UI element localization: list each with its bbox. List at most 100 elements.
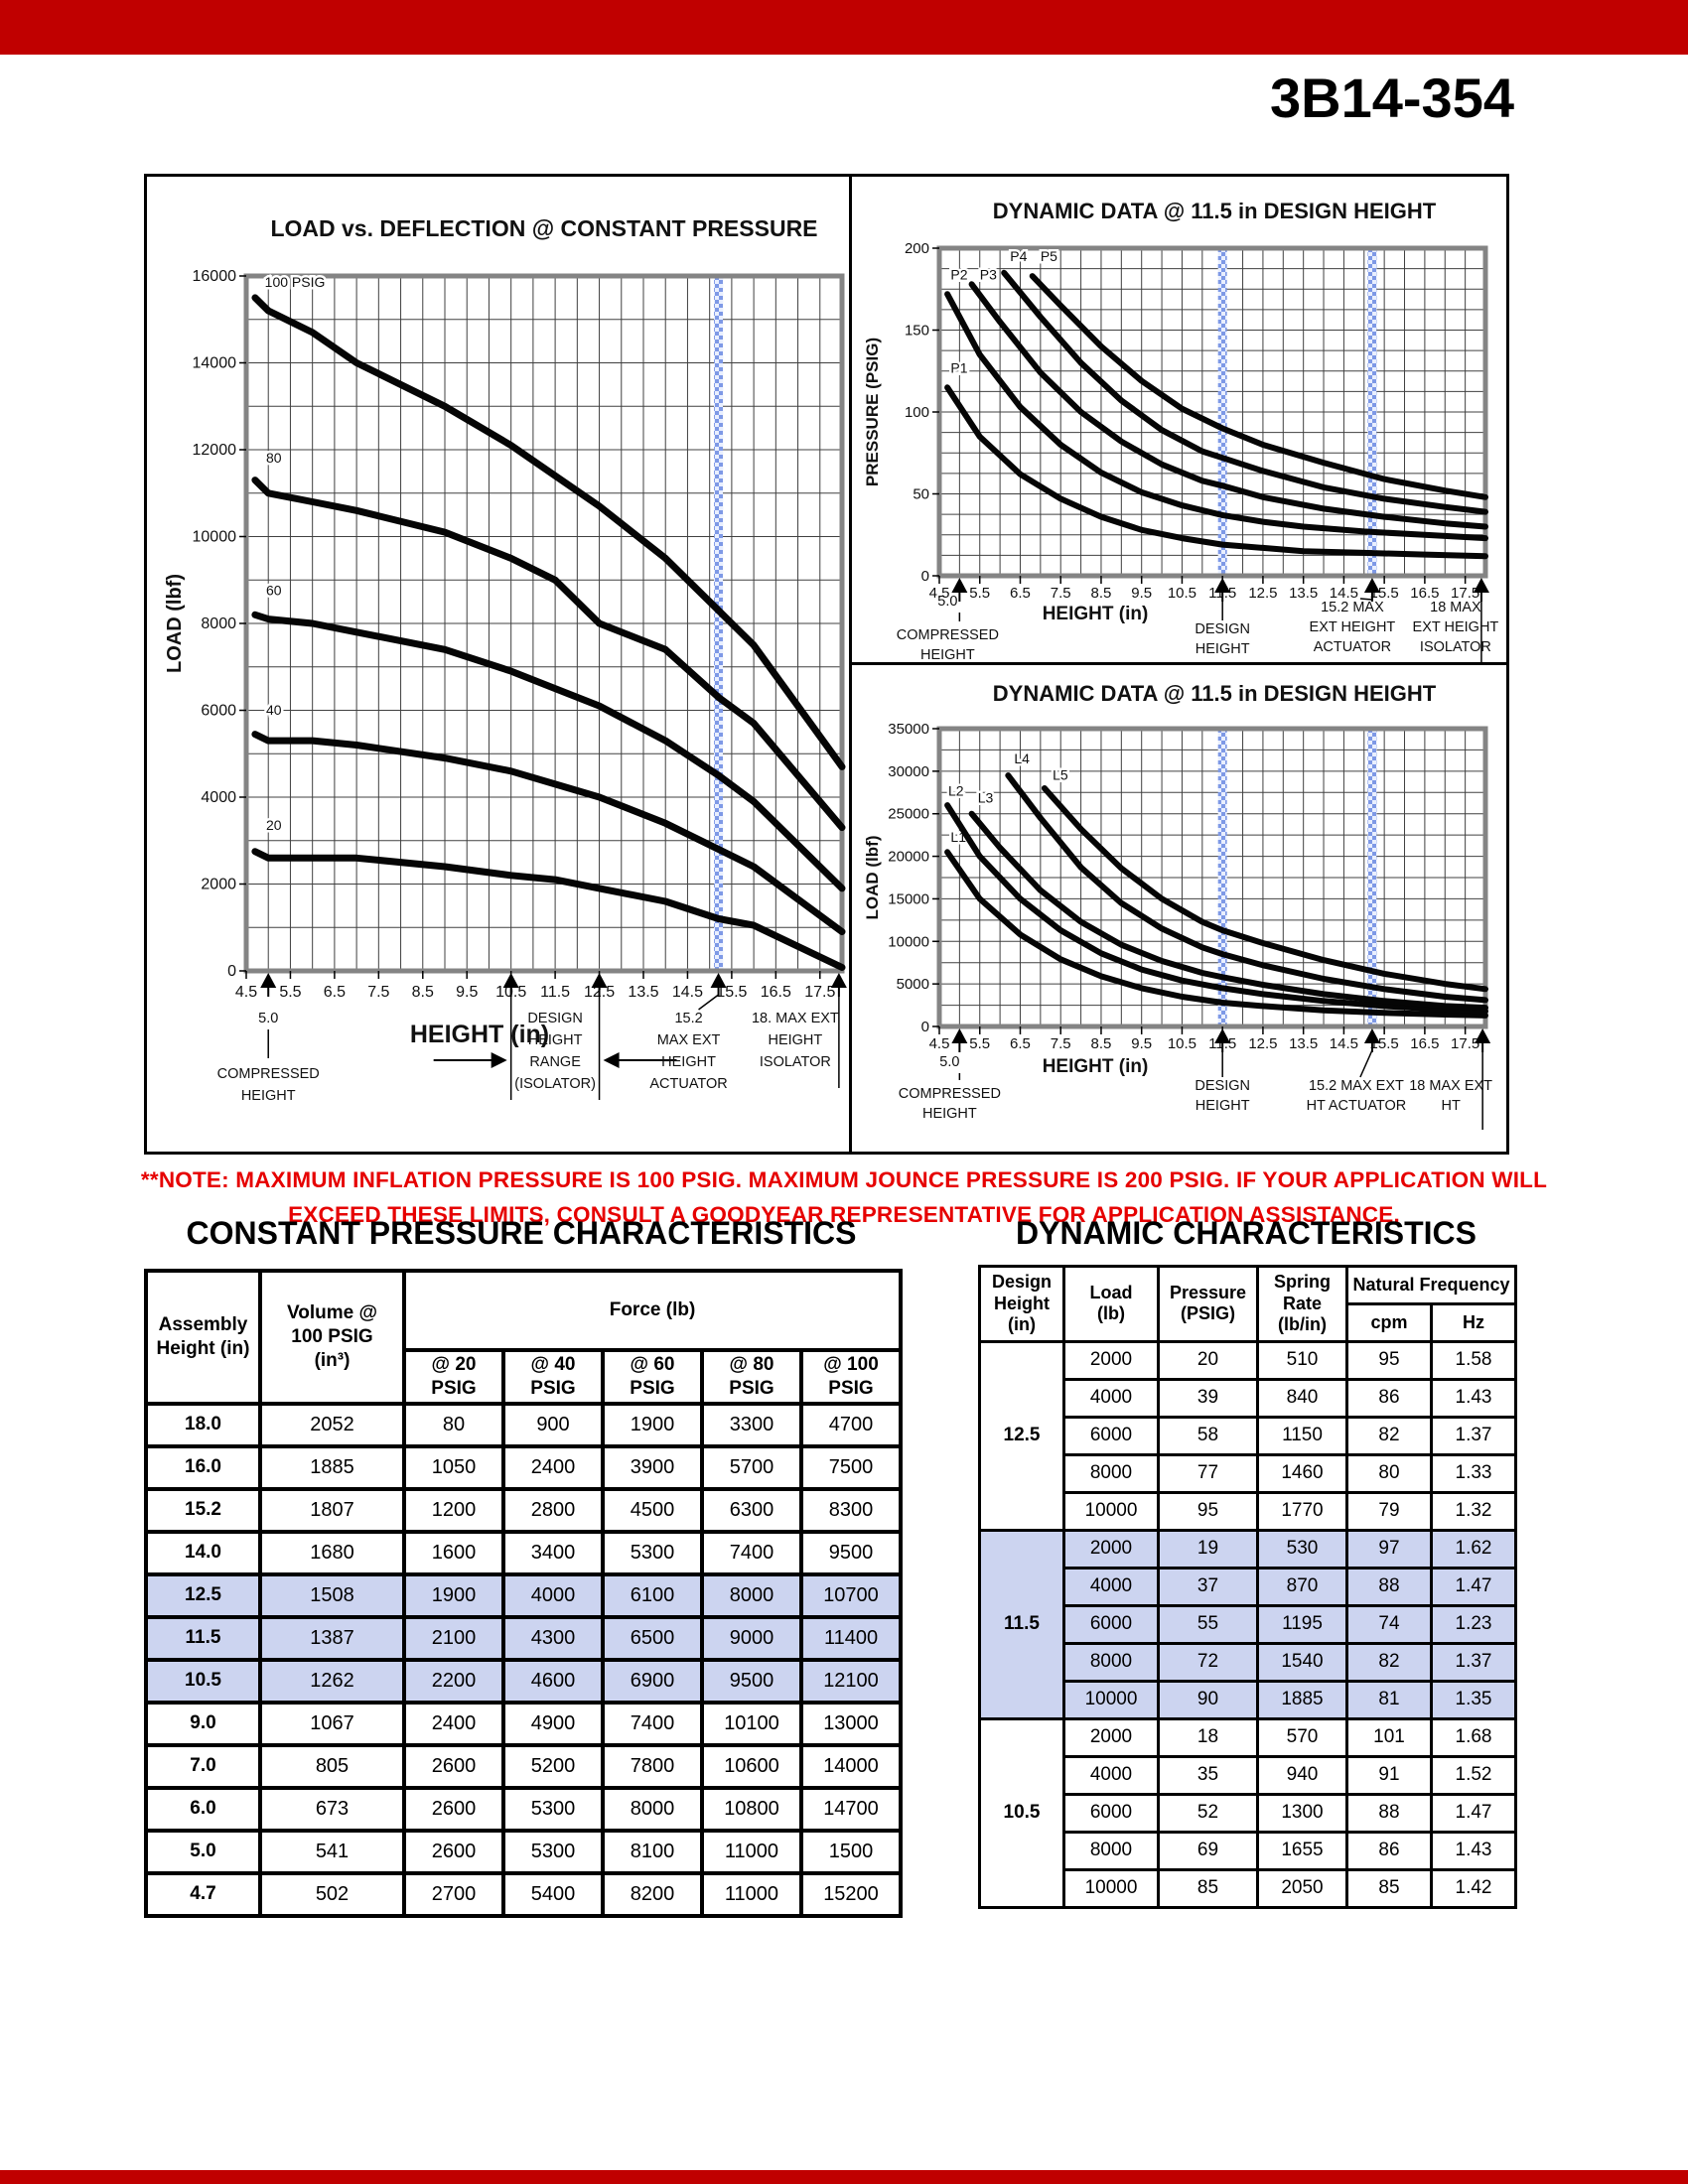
svg-text:12.5: 12.5 [1248,1035,1277,1052]
load-deflection-chart-panel: 100 PSIG 80 60 40 20 4.5 5.5 6.5 7.5 8.5 9.5 10.5 11… [147,177,852,1152]
svg-text:5.5: 5.5 [969,1035,990,1052]
table-row: 8000 77 1460 80 1.33 [980,1452,1518,1494]
table-cell: 10000 [1062,1867,1160,1909]
svg-text:EXT HEIGHT: EXT HEIGHT [1413,619,1499,635]
force-cell: 11000 [700,1828,803,1875]
svg-text:2000: 2000 [201,877,236,893]
design-height-cell: 11.5 [978,1528,1065,1720]
table-cell: 570 [1256,1716,1348,1758]
table-cell: 10000 [1062,1490,1160,1532]
table-cell: 1.52 [1429,1754,1518,1796]
table-cell: 37 [1157,1566,1259,1607]
force-cell: 3400 [501,1529,605,1576]
svg-text:10000: 10000 [888,933,929,950]
svg-text:14.5: 14.5 [1330,585,1358,602]
force-cell: 4000 [501,1571,605,1619]
dynamic-heading: DYNAMIC CHARACTERISTICS [1016,1215,1477,1251]
svg-text:6.5: 6.5 [1010,1035,1031,1052]
svg-text:4.5: 4.5 [929,585,950,602]
series-100-psig [251,294,846,770]
force-cell: 80 [402,1401,505,1448]
column-header: Pressure (PSIG) [1157,1265,1259,1343]
table-row: 10000 85 2050 85 1.42 [980,1867,1518,1909]
table-cell: 1.43 [1429,1830,1518,1871]
table-cell: 1.47 [1429,1566,1518,1607]
force-cell: 5300 [601,1529,704,1576]
svg-text:DESIGN: DESIGN [1195,621,1250,637]
table-cell: 1.58 [1429,1339,1518,1381]
svg-text:0: 0 [921,568,929,585]
table-row: 6000 55 1195 74 1.23 [980,1603,1518,1645]
table-cell: 8000 [1062,1641,1160,1683]
table-row: 5.0 541 2600 5300 8100 11000 1500 [144,1828,904,1875]
series-20 [251,848,846,971]
series-p2 [944,291,1488,542]
table-row: 10000 95 1770 79 1.32 [980,1490,1518,1532]
force-cell: 7800 [601,1742,704,1790]
svg-text:6000: 6000 [201,703,236,720]
force-cell: 11000 [700,1870,803,1918]
svg-text:17.5: 17.5 [1451,585,1479,602]
volume-cell: 1807 [258,1486,406,1534]
table-cell: 1885 [1256,1679,1348,1720]
force-cell: 8000 [601,1785,704,1833]
assembly-height-cell: 6.0 [144,1785,262,1833]
force-cell: 6500 [601,1614,704,1662]
table-cell: 55 [1157,1603,1259,1645]
force-cell: 8200 [601,1870,704,1918]
force-cell: 2600 [402,1785,505,1833]
assembly-height-cell: 16.0 [144,1443,262,1491]
table-cell: 80 [1345,1452,1433,1494]
svg-text:9.5: 9.5 [456,984,478,1001]
table-cell: 6000 [1062,1603,1160,1645]
svg-text:20: 20 [266,817,282,833]
force-cell: 5400 [501,1870,605,1918]
force-cell: 7400 [601,1700,704,1747]
series-l1 [944,849,1488,1019]
series-l4 [1005,772,1488,1004]
svg-text:5.0: 5.0 [937,594,957,610]
table-cell: 18 [1157,1716,1259,1758]
svg-text:HT: HT [1441,1098,1460,1114]
table-row: 8000 69 1655 86 1.43 [980,1830,1518,1871]
table-cell: 52 [1157,1792,1259,1834]
table-cell: 74 [1345,1603,1433,1645]
column-header: @ 40 PSIG [501,1348,605,1406]
series-80 [251,477,846,832]
table-cell: 85 [1345,1867,1433,1909]
svg-text:8000: 8000 [201,615,236,632]
column-header: Force (lb) [401,1269,904,1352]
table-row: 7.0 805 2600 5200 7800 10600 14000 [144,1742,904,1790]
svg-text:20000: 20000 [888,849,929,866]
column-header: @ 80 PSIG [700,1348,803,1406]
svg-text:11.5: 11.5 [540,984,570,1001]
table-cell: 8000 [1062,1830,1160,1871]
force-cell: 5200 [501,1742,605,1790]
svg-text:14.5: 14.5 [672,984,703,1001]
svg-text:5000: 5000 [897,976,929,993]
force-cell: 8100 [601,1828,704,1875]
force-cell: 5300 [501,1828,605,1875]
force-cell: 5300 [501,1785,605,1833]
table-cell: 6000 [1062,1415,1160,1456]
force-cell: 7500 [798,1443,904,1491]
force-cell: 1200 [402,1486,505,1534]
table-row: 4000 39 840 86 1.43 [980,1377,1518,1419]
table-cell: 39 [1157,1377,1259,1419]
svg-text:80: 80 [266,450,282,466]
table-cell: 1195 [1256,1603,1348,1645]
force-cell: 3300 [700,1401,803,1448]
table-cell: 77 [1157,1452,1259,1494]
svg-text:ISOLATOR: ISOLATOR [760,1054,831,1070]
assembly-height-cell: 18.0 [144,1401,262,1448]
table-row: 8000 72 1540 82 1.37 [980,1641,1518,1683]
table-cell: 1.62 [1429,1528,1518,1570]
svg-text:(ISOLATOR): (ISOLATOR) [514,1076,596,1092]
table-row: 16.0 1885 1050 2400 3900 5700 7500 [144,1443,904,1491]
svg-text:5.5: 5.5 [969,585,990,602]
table-row: 4.7 502 2700 5400 8200 11000 15200 [144,1870,904,1918]
table-cell: 97 [1345,1528,1433,1570]
table-cell: 530 [1256,1528,1348,1570]
assembly-height-cell: 12.5 [144,1571,262,1619]
svg-text:HEIGHT: HEIGHT [241,1088,296,1104]
